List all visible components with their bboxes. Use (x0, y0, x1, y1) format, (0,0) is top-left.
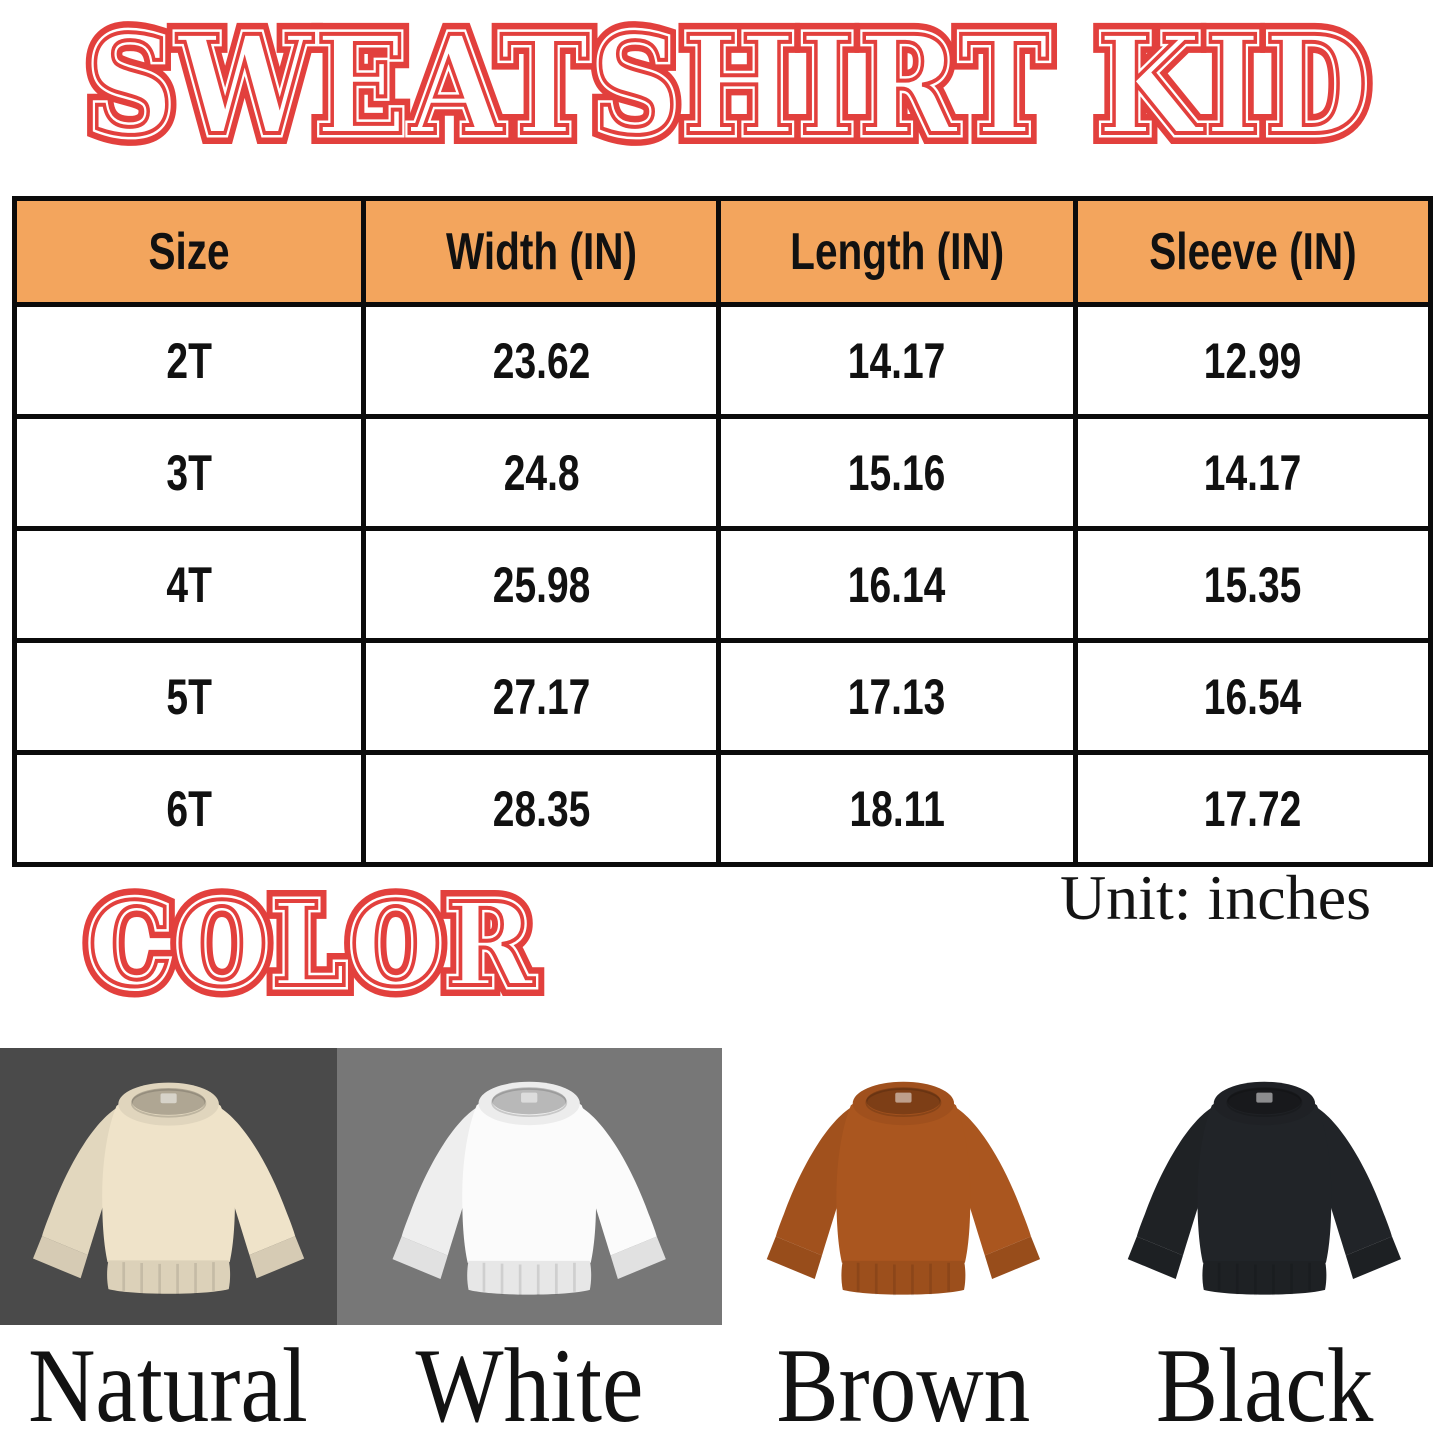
width-cell: 24.8 (361, 414, 722, 531)
sweatshirt-photo-brown (730, 1051, 1077, 1322)
color-heading-outline: COLOR (78, 877, 544, 1014)
sleeve-cell: 16.54 (1072, 638, 1434, 755)
table-row-2t: 2T 23.62 14.17 12.99 (11, 302, 1434, 419)
table-row-4t: 4T 25.98 16.14 15.35 (11, 526, 1434, 643)
sweatshirt-photo-black (1091, 1051, 1438, 1322)
sweatshirt-photo-white (344, 1051, 714, 1322)
color-label-brown: Brown (776, 1326, 1031, 1444)
unit-note: Unit: inches (1059, 862, 1371, 933)
color-label-black: Black (1155, 1326, 1374, 1444)
length-cell: 17.13 (716, 638, 1078, 755)
table-row-5t: 5T 27.17 17.13 16.54 (11, 638, 1434, 755)
sleeve-cell: 17.72 (1072, 750, 1434, 867)
size-cell: 3T (11, 414, 367, 531)
length-cell: 14.17 (716, 302, 1078, 419)
size-cell: 6T (11, 750, 367, 867)
page-title-outline: SWEATSHIRT KID (78, 6, 1378, 166)
color-label-row: Natural White Brown Black (0, 1326, 1445, 1445)
column-header-size: Size (11, 196, 367, 307)
size-cell: 2T (11, 302, 367, 419)
width-cell: 23.62 (361, 302, 722, 419)
table-header-row: Size Width (IN) Length (IN) Sleeve (IN) (11, 196, 1434, 307)
column-header-length: Length (IN) (716, 196, 1078, 307)
sweatshirt-photo-natural (7, 1051, 330, 1322)
sleeve-cell: 14.17 (1072, 414, 1434, 531)
swatch-panel-white (336, 1048, 723, 1325)
column-header-sleeve: Sleeve (IN) (1072, 196, 1434, 307)
swatch-strip (0, 1048, 1445, 1325)
width-cell: 28.35 (361, 750, 722, 867)
swatch-panel-brown (722, 1048, 1084, 1325)
sleeve-cell: 12.99 (1072, 302, 1434, 419)
length-cell: 16.14 (716, 526, 1078, 643)
color-label-white: White (415, 1326, 644, 1444)
swatch-panel-natural (0, 1048, 337, 1325)
table-row-3t: 3T 24.8 15.16 14.17 (11, 414, 1434, 531)
length-cell: 15.16 (716, 414, 1078, 531)
width-cell: 25.98 (361, 526, 722, 643)
table-row-6t: 6T 28.35 18.11 17.72 (11, 750, 1434, 867)
swatch-panel-black (1083, 1048, 1445, 1325)
size-chart-table: Size Width (IN) Length (IN) Sleeve (IN) … (11, 196, 1434, 867)
length-cell: 18.11 (716, 750, 1078, 867)
color-label-natural: Natural (28, 1326, 309, 1444)
size-cell: 4T (11, 526, 367, 643)
column-header-width: Width (IN) (361, 196, 722, 307)
width-cell: 27.17 (361, 638, 722, 755)
sleeve-cell: 15.35 (1072, 526, 1434, 643)
size-cell: 5T (11, 638, 367, 755)
color-heading-row: COLOR COLOR COLOR (78, 877, 576, 1014)
title-row: SWEATSHIRT KID SWEATSHIRT KID SWEATSHIRT… (0, 6, 1445, 166)
page-title: SWEATSHIRT KID SWEATSHIRT KID SWEATSHIRT… (78, 6, 1378, 166)
color-heading: COLOR COLOR COLOR (78, 877, 544, 1014)
